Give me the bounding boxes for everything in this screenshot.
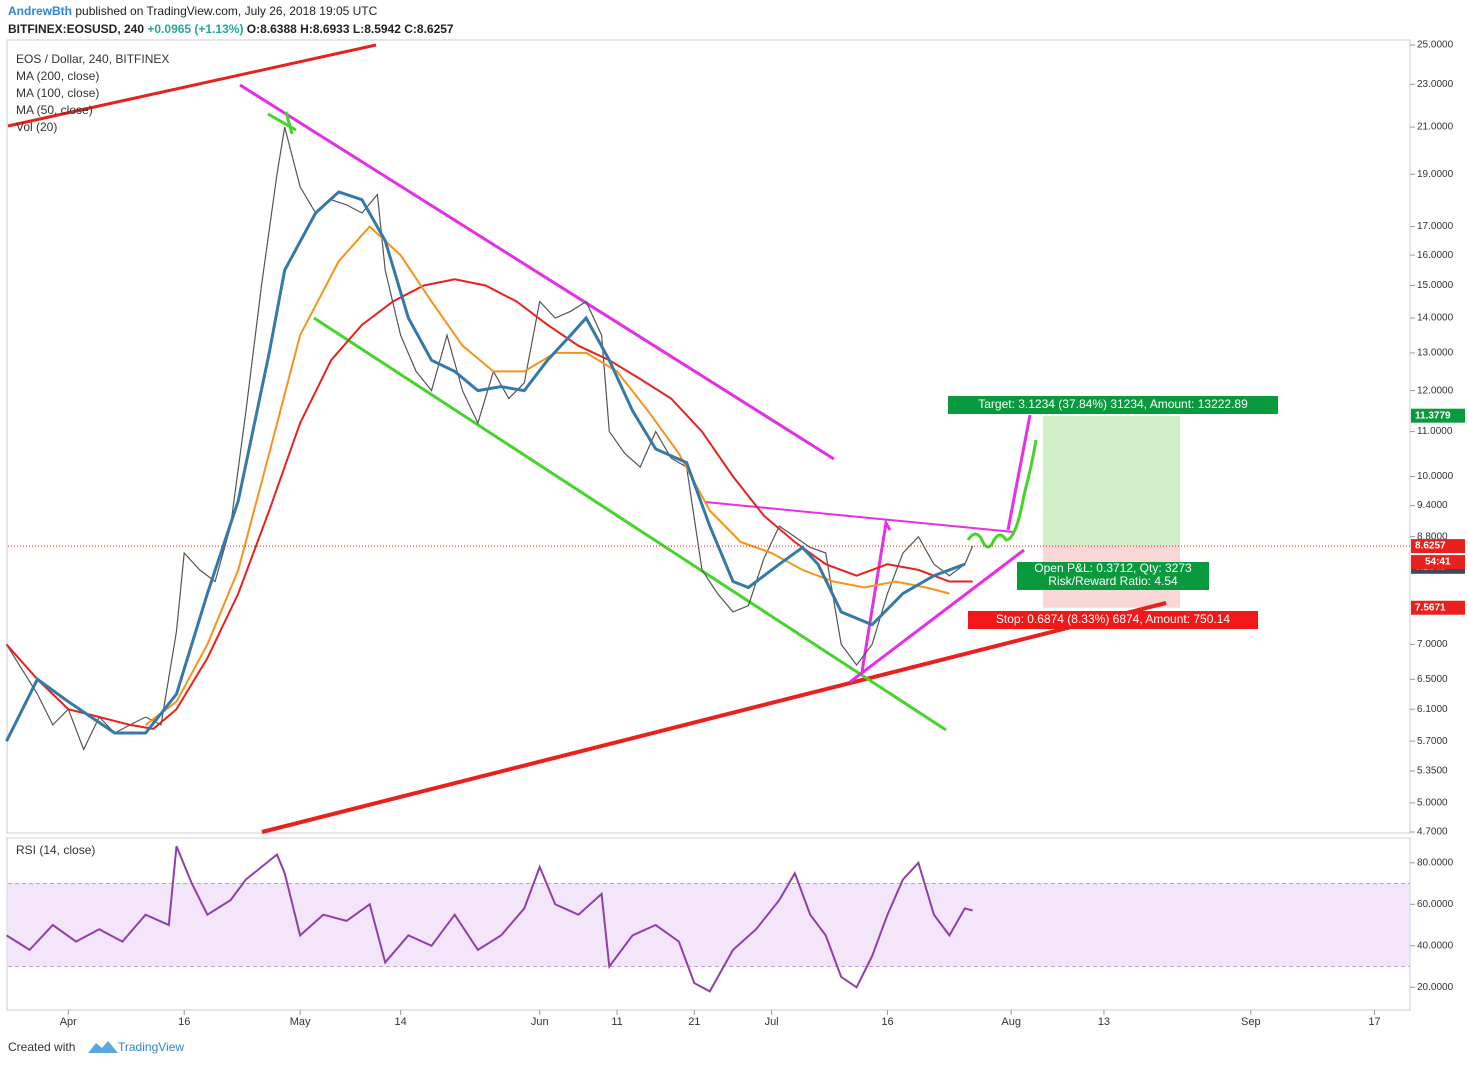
y-tick-label: 4.7000 xyxy=(1417,827,1448,838)
y-tick-label: 7.0000 xyxy=(1417,639,1448,650)
y-tick-label: 11.0000 xyxy=(1417,426,1453,437)
logo xyxy=(88,1041,118,1053)
y-tick-label: 6.5000 xyxy=(1417,674,1448,685)
author: AndrewBth xyxy=(8,4,72,18)
rsi-title: RSI (14, close) xyxy=(16,843,95,857)
y-tick-label: 23.0000 xyxy=(1417,79,1454,90)
y-tick-label: 17.0000 xyxy=(1417,221,1454,232)
y-tick-label: 20.0000 xyxy=(1417,982,1454,993)
y-tick-label: 19.0000 xyxy=(1417,169,1454,180)
y-tick-label: 16.0000 xyxy=(1417,250,1454,261)
legend-entry: MA (200, close) xyxy=(16,69,99,83)
rsi-band xyxy=(8,883,1410,967)
legend-entry: MA (50, close) xyxy=(16,103,93,117)
header-line: AndrewBth published on TradingView.com, … xyxy=(8,4,377,18)
y-tick-label: 40.0000 xyxy=(1417,940,1454,951)
symbol-line: BITFINEX:EOSUSD, 240 +0.0965 (+1.13%) O:… xyxy=(8,22,454,36)
x-tick-label: May xyxy=(290,1016,311,1028)
y-tick-label: 5.0000 xyxy=(1417,798,1448,809)
rsi-line xyxy=(5,845,973,993)
target-zone xyxy=(1043,415,1180,547)
y-tick-label: 15.0000 xyxy=(1417,280,1454,291)
footer-created: Created with xyxy=(8,1040,75,1054)
x-tick-label: 13 xyxy=(1098,1016,1110,1028)
projection xyxy=(966,439,1038,549)
y-tick-label: 80.0000 xyxy=(1417,857,1454,868)
x-tick-label: Apr xyxy=(60,1016,77,1028)
price-label-bg xyxy=(1411,600,1465,615)
price-label: 8.6257 xyxy=(1415,541,1446,552)
x-tick-label: 16 xyxy=(881,1016,893,1028)
marker xyxy=(267,111,297,135)
x-tick-label: Sep xyxy=(1241,1016,1261,1028)
trendline xyxy=(239,83,835,461)
pnl-label-bg xyxy=(1017,562,1209,590)
price-label: 11.3779 xyxy=(1415,410,1451,421)
countdown-bg xyxy=(1411,555,1465,570)
stop-label: Stop: 0.6874 (8.33%) 6874, Amount: 750.1… xyxy=(996,612,1230,626)
rr-label: Risk/Reward Ratio: 4.54 xyxy=(1048,574,1178,588)
countdown: 54:41 xyxy=(1425,557,1451,568)
x-tick-label: 17 xyxy=(1368,1016,1380,1028)
price-frame xyxy=(6,39,1411,834)
trendline xyxy=(313,316,947,732)
x-tick-label: Jun xyxy=(531,1016,549,1028)
target-label-bg xyxy=(948,396,1278,414)
ohlc: O:8.6388 H:8.6933 L:8.5942 C:8.6257 xyxy=(246,22,454,36)
price-label-bg xyxy=(1411,408,1465,423)
x-tick-label: Jul xyxy=(765,1016,779,1028)
y-tick-label: 12.0000 xyxy=(1417,385,1454,396)
target-label: Target: 3.1234 (37.84%) 31234, Amount: 1… xyxy=(978,397,1248,411)
ma-line xyxy=(144,225,950,726)
trendline xyxy=(7,43,377,128)
x-tick-label: 14 xyxy=(394,1016,406,1028)
y-tick-label: 8.8000 xyxy=(1417,531,1448,542)
x-tick-label: Aug xyxy=(1001,1016,1021,1028)
ma-line xyxy=(5,278,973,730)
published: published on TradingView.com, July 26, 2… xyxy=(75,4,378,18)
price-label: 7.5671 xyxy=(1415,602,1446,613)
trendline xyxy=(849,548,1025,684)
change: +0.0965 (+1.13%) xyxy=(147,22,244,36)
footer-brand: TradingView xyxy=(118,1040,184,1054)
y-tick-label: 5.3500 xyxy=(1417,766,1448,777)
ma-line xyxy=(5,190,966,742)
y-tick-label: 21.0000 xyxy=(1417,122,1454,133)
y-tick-label: 14.0000 xyxy=(1417,313,1454,324)
trendline xyxy=(261,601,1167,834)
x-tick-label: 11 xyxy=(611,1016,622,1028)
pnl-label: Open P&L: 0.3712, Qty: 3273 xyxy=(1034,561,1192,575)
stop-label-bg xyxy=(968,611,1258,629)
symbol: BITFINEX:EOSUSD, 240 xyxy=(8,22,145,36)
trendline xyxy=(704,501,1015,533)
y-tick-label: 60.0000 xyxy=(1417,899,1454,910)
projection xyxy=(1006,414,1032,531)
y-tick-label: 5.7000 xyxy=(1417,736,1448,747)
drawings xyxy=(7,43,1167,834)
price-line xyxy=(5,126,974,752)
legend-volume: Vol (20) xyxy=(16,120,57,134)
x-tick-label: 21 xyxy=(688,1016,700,1028)
y-tick-label: 9.4000 xyxy=(1417,500,1448,511)
chart-title: EOS / Dollar, 240, BITFINEX xyxy=(16,52,169,66)
y-tick-label: 13.0000 xyxy=(1417,348,1454,359)
x-tick-label: 16 xyxy=(178,1016,190,1028)
y-tick-label: 25.0000 xyxy=(1417,40,1454,51)
legend-entry: MA (100, close) xyxy=(16,86,99,100)
price-label-bg xyxy=(1411,539,1465,554)
y-tick-label: 10.0000 xyxy=(1417,471,1454,482)
y-tick-label: 6.1000 xyxy=(1417,704,1448,715)
